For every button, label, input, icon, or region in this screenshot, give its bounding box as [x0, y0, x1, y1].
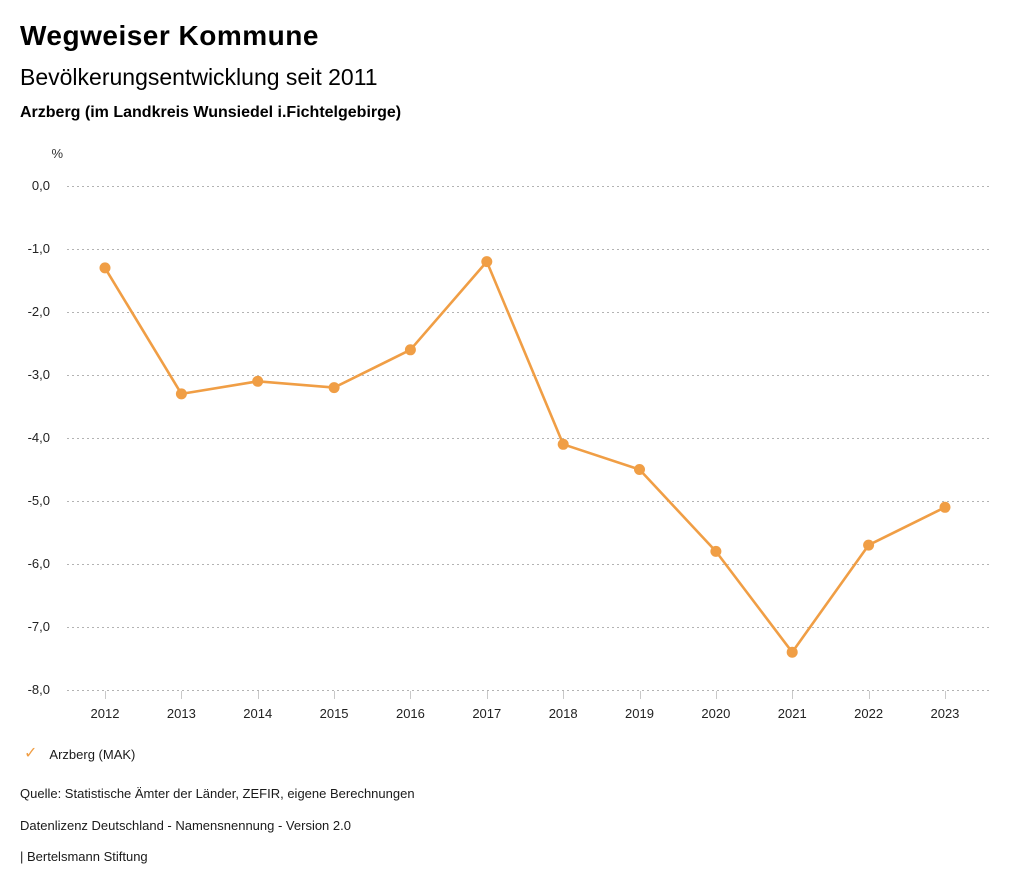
y-axis-tick-label: -3,0 [27, 367, 50, 382]
x-axis-tick [486, 691, 488, 699]
y-axis-tick-label: -1,0 [27, 241, 50, 256]
gridline [67, 312, 990, 313]
gridline [67, 375, 990, 376]
data-point-2013[interactable] [175, 388, 187, 400]
x-axis-tick-label: 2012 [90, 706, 120, 721]
data-point-2021[interactable] [786, 646, 798, 658]
y-axis-tick-label: -2,0 [27, 304, 50, 319]
x-axis-tick [181, 691, 183, 699]
x-axis-tick [868, 691, 870, 699]
x-axis-tick [334, 691, 336, 699]
gridline [67, 564, 990, 565]
series-line [103, 260, 946, 654]
y-axis-tick-label: -4,0 [27, 430, 50, 445]
data-point-2018[interactable] [557, 438, 569, 450]
data-point-2015[interactable] [328, 382, 340, 394]
x-axis-tick [944, 691, 946, 699]
x-axis-tick-label: 2015 [319, 706, 349, 721]
gridline [67, 438, 990, 439]
attribution-note: | Bertelsmann Stiftung [20, 849, 148, 864]
x-axis-tick-label: 2022 [854, 706, 884, 721]
x-axis-tick-label: 2017 [472, 706, 502, 721]
legend-label: Arzberg (MAK) [49, 746, 136, 762]
x-axis-tick-label: 2013 [166, 706, 196, 721]
x-axis-tick-label: 2021 [777, 706, 807, 721]
chart-subtitle: Bevölkerungsentwicklung seit 2011 [20, 64, 378, 90]
x-axis-tick-label: 2018 [548, 706, 578, 721]
y-axis-tick-label: -7,0 [27, 619, 50, 634]
x-axis-tick [105, 691, 106, 699]
source-note: Quelle: Statistische Ämter der Länder, Z… [20, 786, 415, 801]
x-axis-tick-label: 2023 [930, 706, 960, 721]
x-axis-tick [563, 691, 565, 699]
x-axis-tick [715, 691, 717, 699]
x-axis-tick [257, 691, 259, 699]
data-point-2022[interactable] [863, 539, 875, 551]
check-icon: ✓ [24, 745, 38, 762]
x-axis-tick-label: 2019 [625, 706, 654, 721]
x-axis-tick-label: 2016 [395, 706, 425, 721]
data-point-2017[interactable] [481, 256, 493, 268]
chart-region-label: Arzberg (im Landkreis Wunsiedel i.Fichte… [20, 104, 402, 121]
data-point-2019[interactable] [634, 464, 645, 475]
y-axis-tick-label: 0,0 [31, 178, 50, 193]
data-point-2014[interactable] [252, 375, 264, 387]
data-point-2020[interactable] [710, 545, 722, 557]
license-note: Datenlizenz Deutschland - Namensnennung … [20, 818, 351, 833]
gridline [67, 249, 990, 250]
gridline [67, 627, 990, 628]
data-point-2012[interactable] [99, 262, 111, 274]
y-axis-unit-label: % [51, 146, 63, 161]
x-axis-tick-label: 2014 [243, 706, 273, 721]
y-axis-tick-label: -5,0 [27, 493, 50, 508]
gridline [67, 501, 990, 502]
x-axis-tick [410, 691, 412, 699]
gridline [67, 186, 990, 187]
legend-item-arzberg[interactable]: ✓ Arzberg (MAK) [24, 745, 135, 763]
y-axis-tick-label: -6,0 [27, 556, 50, 571]
data-point-2023[interactable] [939, 501, 951, 513]
x-axis-tick [792, 691, 794, 699]
y-axis-tick-label: -8,0 [27, 682, 50, 697]
gridline [67, 690, 990, 691]
x-axis-tick-label: 2020 [701, 706, 731, 721]
data-point-2016[interactable] [404, 344, 416, 356]
page-title: Wegweiser Kommune [20, 20, 319, 51]
x-axis-tick [639, 691, 641, 699]
